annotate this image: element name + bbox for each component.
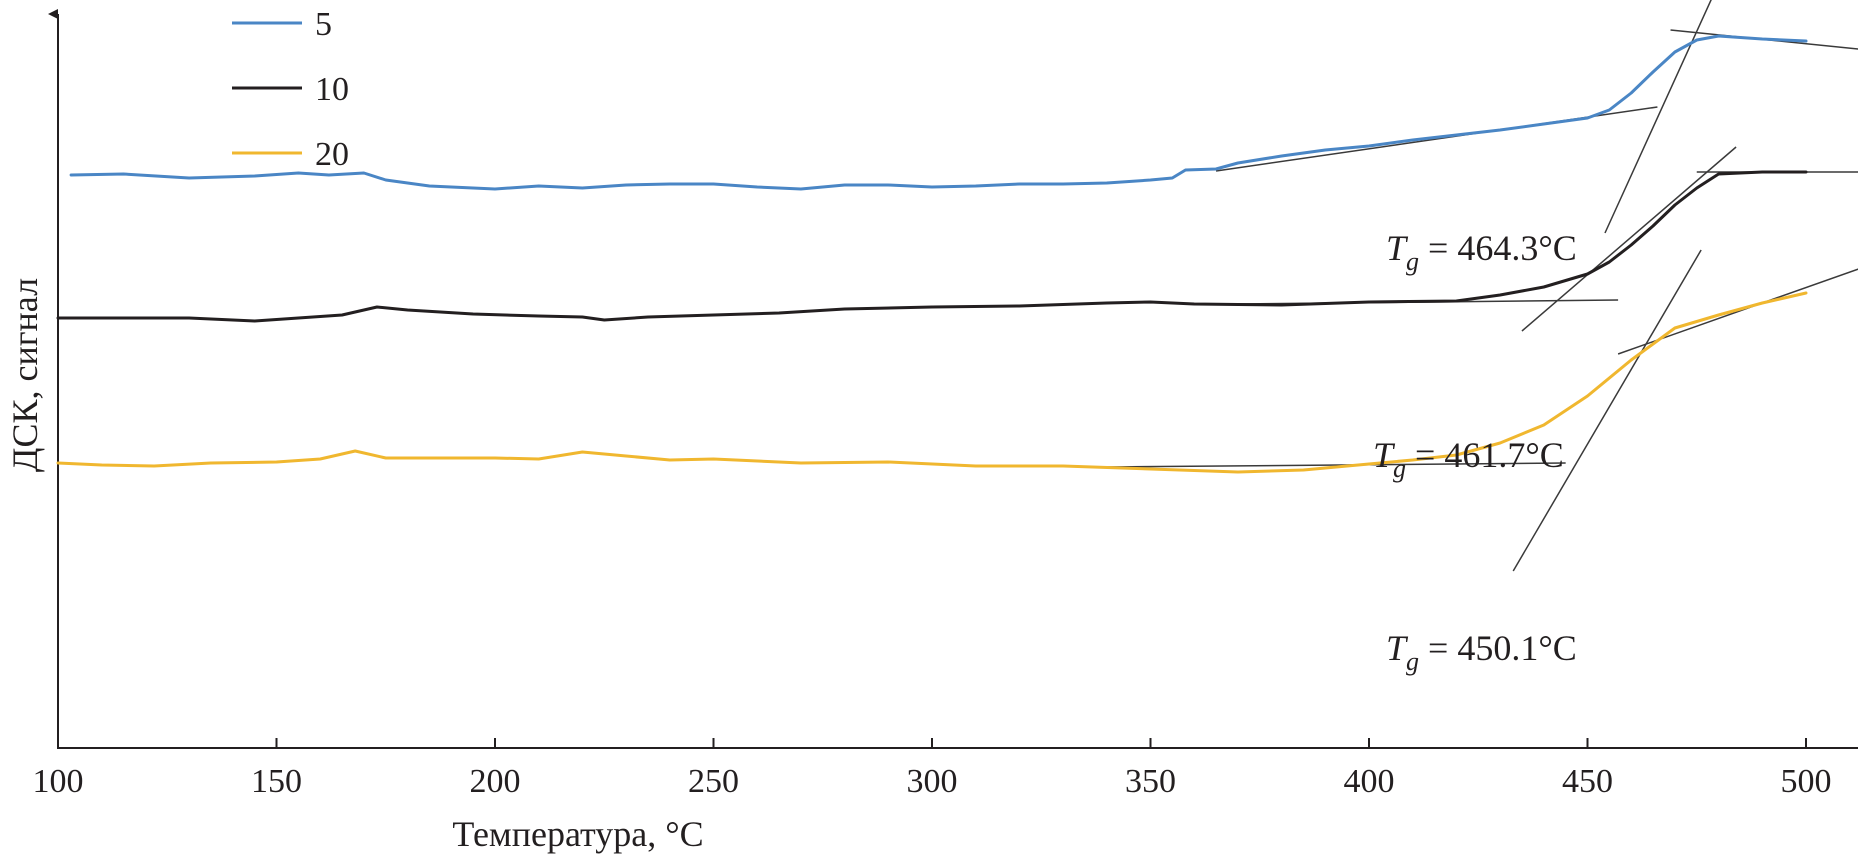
tangent-line-series-20 [1617, 268, 1858, 355]
legend: 5 10 20 [232, 6, 349, 173]
x-tick-label: 400 [1344, 763, 1395, 800]
tangent-line-series-20 [1512, 249, 1702, 572]
x-tick-label: 450 [1562, 763, 1613, 800]
series-lines [56, 34, 1808, 474]
tangent-line-series-20 [1106, 462, 1566, 468]
x-tick-label: 100 [33, 763, 84, 800]
x-tick-label: 300 [907, 763, 958, 800]
x-tick-label: 250 [688, 763, 739, 800]
series-line-10 [56, 170, 1808, 323]
y-axis-title: ДСК, сигнал [5, 278, 45, 472]
tangent-line-series-5 [1604, 0, 1712, 234]
x-tick-label: 500 [1781, 763, 1832, 800]
x-ticks [57, 738, 1807, 748]
series-line-20 [56, 291, 1808, 474]
x-tick-label: 350 [1125, 763, 1176, 800]
x-tick-label: 200 [470, 763, 521, 800]
tg-annotation-series-5: Tg = 464.3°С [1386, 228, 1577, 276]
x-tick-labels: 100 150 200 250 300 350 400 450 500 [33, 763, 1832, 800]
tg-annotation-series-20: Tg = 450.1°С [1386, 628, 1577, 676]
series-line-5 [69, 34, 1808, 191]
tg-annotation-series-10: Tg = 461.7°С [1373, 435, 1564, 483]
tangent-lines [1106, 0, 1858, 572]
tangent-line-series-10 [1521, 146, 1737, 332]
legend-label-series-5: 5 [315, 6, 332, 43]
x-tick-label: 150 [251, 763, 302, 800]
legend-label-series-20: 20 [315, 136, 349, 173]
x-axis-title: Температура, °С [452, 814, 703, 854]
legend-label-series-10: 10 [315, 71, 349, 108]
